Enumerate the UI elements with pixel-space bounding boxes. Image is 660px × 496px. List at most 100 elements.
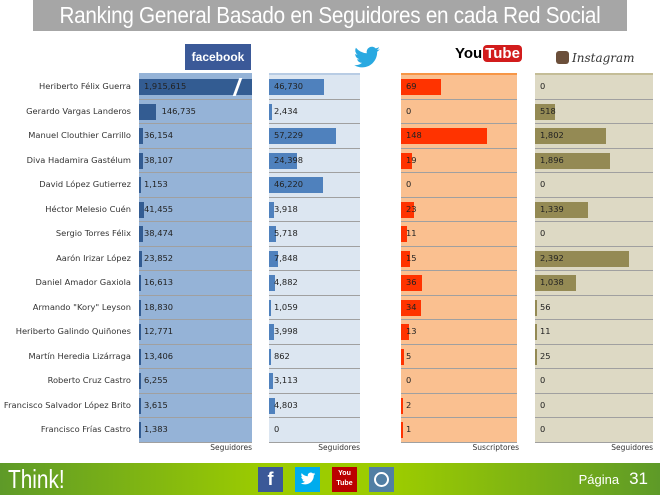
instagram-column: 0 518 1,802 1,896 0 1,339 0 2,392 1,038 56 11 25 0 0 0 <box>535 73 653 443</box>
youtube-bar <box>401 397 403 414</box>
data-label: 18,830 <box>144 301 174 312</box>
youtube-bar <box>401 275 422 291</box>
data-label: 23 <box>406 203 417 214</box>
bar-row: 36,154 <box>139 124 252 149</box>
data-label: 25 <box>540 350 551 361</box>
youtube-bar <box>401 152 413 169</box>
data-label: 36 <box>406 277 417 287</box>
category-label: Héctor Melesio Cuén <box>45 203 131 214</box>
bar-row: 18,830 <box>139 296 252 320</box>
twitter-unit-label: Seguidores <box>318 443 360 452</box>
data-label: 1,915,615 <box>144 81 187 91</box>
bar-row: 34 <box>401 296 517 320</box>
bar-row: 1,153 <box>139 173 252 198</box>
bar-row: 0 <box>535 222 653 247</box>
facebook-bar <box>139 226 144 242</box>
instagram-bar <box>535 201 588 218</box>
data-label: 0 <box>406 179 412 189</box>
data-label: 38,474 <box>144 228 174 238</box>
bar-row: 6,255 <box>139 369 252 394</box>
bar-row: 148 <box>401 124 517 149</box>
instagram-bar <box>535 128 606 144</box>
data-label: 46,730 <box>274 81 304 91</box>
bar-row: 1,896 <box>535 149 653 173</box>
facebook-bar <box>139 348 141 365</box>
category-label: Aarón Irizar López <box>56 252 131 263</box>
youtube-icon[interactable]: You Tube <box>332 467 357 492</box>
bar-row: 0 <box>401 369 517 394</box>
bar-row: 3,998 <box>269 320 360 345</box>
instagram-wordmark: Instagram <box>572 51 635 65</box>
data-label: 69 <box>406 81 417 91</box>
twitter-bar <box>269 79 324 95</box>
data-label: 862 <box>274 350 290 361</box>
data-label: 0 <box>540 399 546 410</box>
instagram-bar <box>535 324 537 340</box>
category-label: Francisco Frías Castro <box>40 424 131 434</box>
data-label: 46,220 <box>274 179 304 189</box>
facebook-bar <box>139 275 141 291</box>
data-label: 34 <box>406 301 417 312</box>
data-label: 518 <box>540 105 556 116</box>
data-label: 7,848 <box>274 252 298 263</box>
category-label: Francisco Salvador López Brito <box>3 399 131 410</box>
youtube-bar <box>401 226 408 242</box>
page-number: Página 31 <box>579 463 648 496</box>
bar-row: 0 <box>535 418 653 443</box>
data-label: 0 <box>406 105 412 116</box>
facebook-column: 1,915,615 146,735 36,154 38,107 1,153 41,455 3… <box>139 73 252 443</box>
data-label: 1,339 <box>540 203 564 214</box>
twitter-icon[interactable] <box>295 467 320 492</box>
youtube-bar <box>401 128 487 144</box>
twitter-bar <box>269 250 279 267</box>
youtube-column: 69 0 148 19 0 23 11 15 36 34 13 5 0 2 1 <box>401 73 517 443</box>
facebook-bar <box>139 177 141 193</box>
bar-row: 11 <box>401 222 517 247</box>
facebook-bar <box>139 201 144 218</box>
data-label: 5 <box>406 350 412 361</box>
twitter-bar <box>269 348 271 365</box>
data-label: 56 <box>540 301 551 312</box>
bar-row: 5 <box>401 345 517 369</box>
data-label: 5,718 <box>274 228 298 238</box>
youtube-bar <box>401 324 409 340</box>
facebook-bar <box>139 422 141 438</box>
twitter-bar <box>269 299 271 316</box>
data-label: 16,613 <box>144 277 174 287</box>
data-label: 0 <box>540 424 546 434</box>
instagram-bar <box>535 103 556 120</box>
data-label: 13,406 <box>144 350 174 361</box>
data-label: 13 <box>406 326 417 336</box>
bar-row: 3,615 <box>139 394 252 418</box>
category-label: Martín Heredia Lizárraga <box>28 350 131 361</box>
facebook-bar <box>139 250 142 267</box>
bar-row: 0 <box>535 173 653 198</box>
instagram-bar <box>535 299 538 316</box>
facebook-icon[interactable]: f <box>258 467 283 492</box>
twitter-bar <box>269 103 272 120</box>
twitter-bar <box>269 324 274 340</box>
youtube-logo: You Tube <box>455 45 522 62</box>
data-label: 1,896 <box>540 154 564 165</box>
data-label: 2,434 <box>274 105 298 116</box>
data-label: 19 <box>406 154 417 165</box>
instagram-icon[interactable] <box>369 467 394 492</box>
candidate-names: Heriberto Félix Guerra Gerardo Vargas Lan… <box>0 74 131 442</box>
data-label: 148 <box>406 130 422 140</box>
bar-row: 862 <box>269 345 360 369</box>
data-label: 4,882 <box>274 277 298 287</box>
bar-row: 0 <box>269 418 360 443</box>
data-label: 4,803 <box>274 399 298 410</box>
facebook-bar <box>139 79 252 95</box>
category-label: Manuel Clouthier Carrillo <box>28 130 131 140</box>
category-label: David López Gutierrez <box>39 179 131 189</box>
data-label: 1,059 <box>274 301 298 312</box>
category-label: Heriberto Galindo Quiñones <box>15 326 131 336</box>
twitter-bar <box>269 177 323 193</box>
bar-row: 25 <box>535 345 653 369</box>
bar-row: 5,718 <box>269 222 360 247</box>
youtube-bar <box>401 422 403 438</box>
bar-row: 1 <box>401 418 517 443</box>
facebook-bar <box>139 299 142 316</box>
bar-row: 518 <box>535 100 653 124</box>
